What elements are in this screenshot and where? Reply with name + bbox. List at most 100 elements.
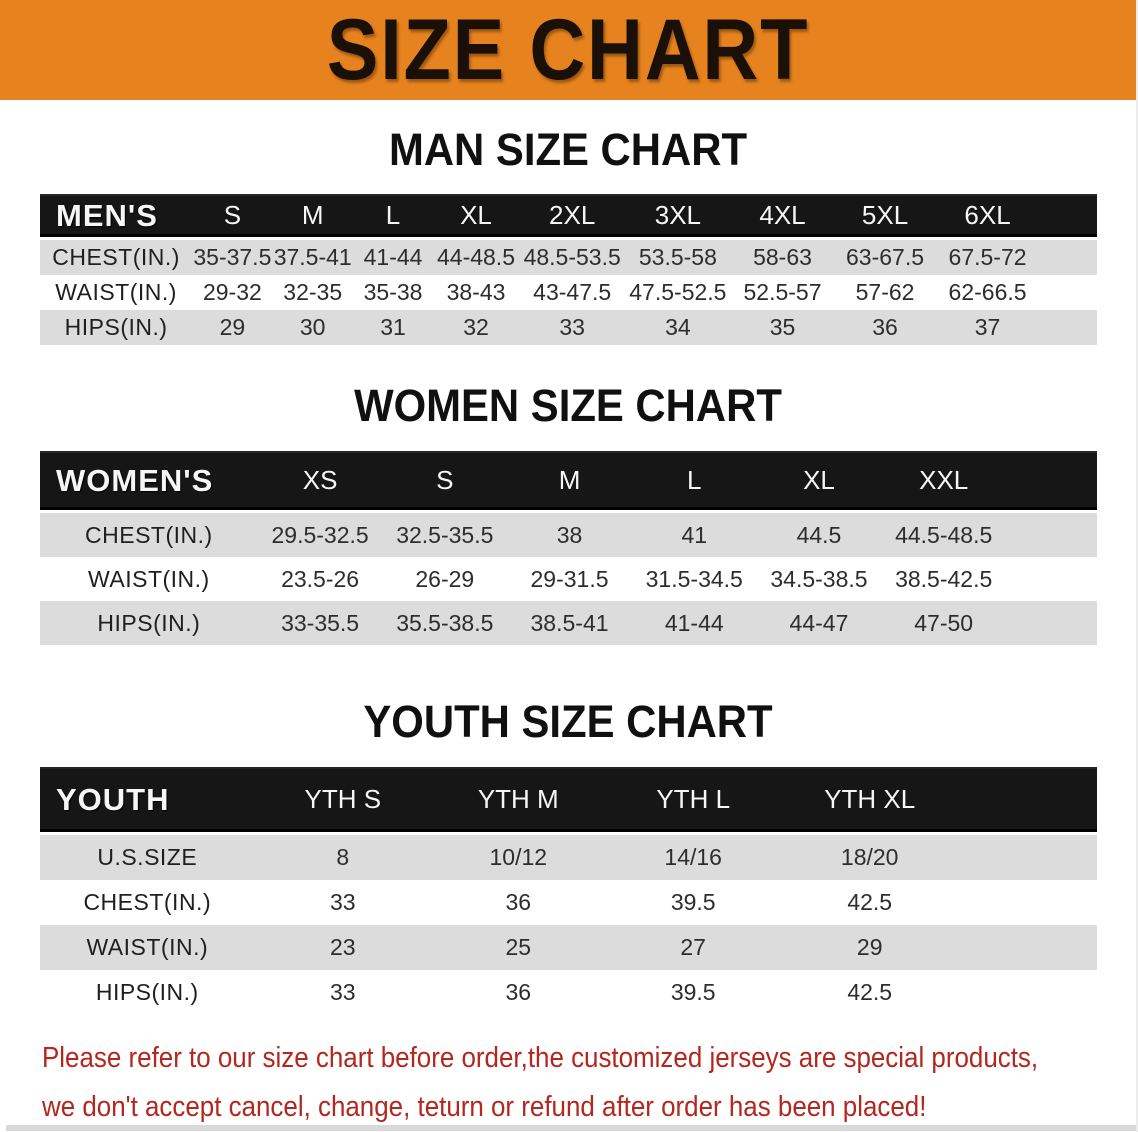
spacer-cell <box>1040 240 1097 275</box>
size-value-cell: 42.5 <box>847 889 893 915</box>
bottom-edge-strip <box>6 1125 1136 1131</box>
youth-size-heading: YOUTH SIZE CHART <box>363 696 773 747</box>
size-value-cell: 32.5-35.5 <box>396 521 494 548</box>
size-value-cell: 34.5-38.5 <box>770 565 868 592</box>
row-label: WAIST(IN.) <box>55 279 177 305</box>
size-value-cell: 35 <box>769 314 796 340</box>
size-value-cell: 41-44 <box>363 244 423 270</box>
size-column-header: XL <box>756 451 882 513</box>
row-label: CHEST(IN.) <box>52 244 180 270</box>
size-value-cell: 33-35.5 <box>281 609 360 636</box>
spacer-cell <box>958 925 1097 970</box>
banner: SIZE CHART <box>0 0 1136 100</box>
size-value-cell: 31 <box>380 314 406 340</box>
size-column-header: 4XL <box>730 194 835 240</box>
table-row: CHEST(IN.) 35-37.5 37.5-41 41-44 44-48.5… <box>40 240 1097 275</box>
table-row: WAIST(IN.) 29-32 32-35 35-38 38-43 43-47… <box>40 275 1097 310</box>
size-column-header: 2XL <box>518 194 626 240</box>
youth-size-table-wrapper: YOUTH YTH S YTH M YTH L YTH XL U.S.SIZE … <box>40 767 1097 1015</box>
size-value-cell: 31.5-34.5 <box>645 565 743 592</box>
youth-header-row: YOUTH YTH S YTH M YTH L YTH XL <box>40 767 1097 835</box>
size-value-cell: 36 <box>505 979 532 1005</box>
man-size-heading: MAN SIZE CHART <box>388 124 748 175</box>
size-value-cell: 23.5-26 <box>281 565 360 592</box>
spacer-cell <box>1006 513 1097 557</box>
mens-header-row: MEN'S S M L XL 2XL 3XL 4XL 5XL 6XL <box>40 194 1097 240</box>
size-value-cell: 47.5-52.5 <box>629 279 727 305</box>
size-column-header: YTH XL <box>780 767 959 835</box>
size-value-cell: 38-43 <box>446 279 506 305</box>
size-value-cell: 35-38 <box>363 279 423 305</box>
mens-table-title: MEN'S <box>40 194 193 240</box>
size-column-header: L <box>352 194 434 240</box>
size-value-cell: 37.5-41 <box>273 244 352 270</box>
row-label: U.S.SIZE <box>97 844 198 870</box>
size-value-cell: 57-62 <box>855 279 915 305</box>
size-value-cell: 32-35 <box>283 279 343 305</box>
spacer-cell <box>1040 310 1097 345</box>
size-value-cell: 43-47.5 <box>533 279 612 305</box>
size-column-header: S <box>192 194 273 240</box>
size-value-cell: 26-29 <box>415 565 475 592</box>
size-value-cell: 29.5-32.5 <box>271 521 369 548</box>
size-value-cell: 33 <box>330 979 356 1005</box>
table-row: CHEST(IN.) 29.5-32.5 32.5-35.5 38 41 44.… <box>40 513 1097 557</box>
size-value-cell: 48.5-53.5 <box>523 244 621 270</box>
size-value-cell: 14/16 <box>664 844 722 870</box>
row-label: WAIST(IN.) <box>86 934 209 960</box>
size-value-cell: 44-48.5 <box>436 244 515 270</box>
size-value-cell: 44-47 <box>789 609 849 636</box>
youth-size-table: YOUTH YTH S YTH M YTH L YTH XL U.S.SIZE … <box>40 767 1097 1015</box>
size-value-cell: 39.5 <box>670 889 716 915</box>
size-value-cell: 37 <box>974 314 1001 340</box>
size-value-cell: 47-50 <box>914 609 974 636</box>
size-column-header: 6XL <box>935 194 1040 240</box>
size-column-header: XS <box>257 451 383 513</box>
spacer-cell <box>1006 601 1097 645</box>
size-column-header: 3XL <box>625 194 731 240</box>
size-value-cell: 38.5-41 <box>530 609 609 636</box>
size-value-cell: 38.5-42.5 <box>895 565 993 592</box>
size-value-cell: 44.5-48.5 <box>895 521 993 548</box>
youth-table-title: YOUTH <box>40 767 255 835</box>
row-label: CHEST(IN.) <box>85 521 213 548</box>
size-value-cell: 33 <box>330 889 356 915</box>
size-value-cell: 58-63 <box>753 244 812 270</box>
spacer-cell <box>1040 275 1097 310</box>
spacer-cell <box>1006 557 1097 601</box>
size-value-cell: 18/20 <box>840 844 899 870</box>
size-value-cell: 39.5 <box>670 979 716 1005</box>
size-value-cell: 30 <box>299 314 326 340</box>
size-value-cell: 27 <box>680 934 706 960</box>
table-row: WAIST(IN.) 23.5-26 26-29 29-31.5 31.5-34… <box>40 557 1097 601</box>
size-value-cell: 36 <box>872 314 898 340</box>
table-row: U.S.SIZE 8 10/12 14/16 18/20 <box>40 835 1097 880</box>
size-value-cell: 35-37.5 <box>193 244 272 270</box>
women-size-heading: WOMEN SIZE CHART <box>354 380 782 431</box>
size-column-header: M <box>507 451 632 513</box>
size-value-cell: 36 <box>505 889 532 915</box>
table-row: HIPS(IN.) 33-35.5 35.5-38.5 38.5-41 41-4… <box>40 601 1097 645</box>
size-value-cell: 23 <box>330 934 356 960</box>
page-title: SIZE CHART <box>326 1 810 98</box>
row-label: CHEST(IN.) <box>83 889 212 915</box>
table-row: CHEST(IN.) 33 36 39.5 42.5 <box>40 880 1097 925</box>
size-value-cell: 67.5-72 <box>948 244 1027 270</box>
size-column-header: M <box>272 194 353 240</box>
womens-size-table-wrapper: WOMEN'S XS S M L XL XXL CHEST(IN.) 29.5-… <box>40 451 1097 645</box>
size-value-cell: 53.5-58 <box>638 244 717 270</box>
spacer-cell <box>1006 451 1097 513</box>
size-value-cell: 42.5 <box>847 979 893 1005</box>
row-label: WAIST(IN.) <box>88 565 210 592</box>
size-value-cell: 8 <box>336 844 350 870</box>
size-value-cell: 38 <box>556 521 583 548</box>
size-column-header: L <box>631 451 757 513</box>
size-value-cell: 44.5 <box>796 521 842 548</box>
table-row: HIPS(IN.) 33 36 39.5 42.5 <box>40 970 1097 1015</box>
womens-table-title: WOMEN'S <box>40 451 258 513</box>
size-value-cell: 25 <box>505 934 532 960</box>
spacer-cell <box>1039 194 1097 240</box>
row-label: HIPS(IN.) <box>97 609 201 636</box>
size-value-cell: 63-67.5 <box>846 244 925 270</box>
size-value-cell: 29-32 <box>202 279 262 305</box>
